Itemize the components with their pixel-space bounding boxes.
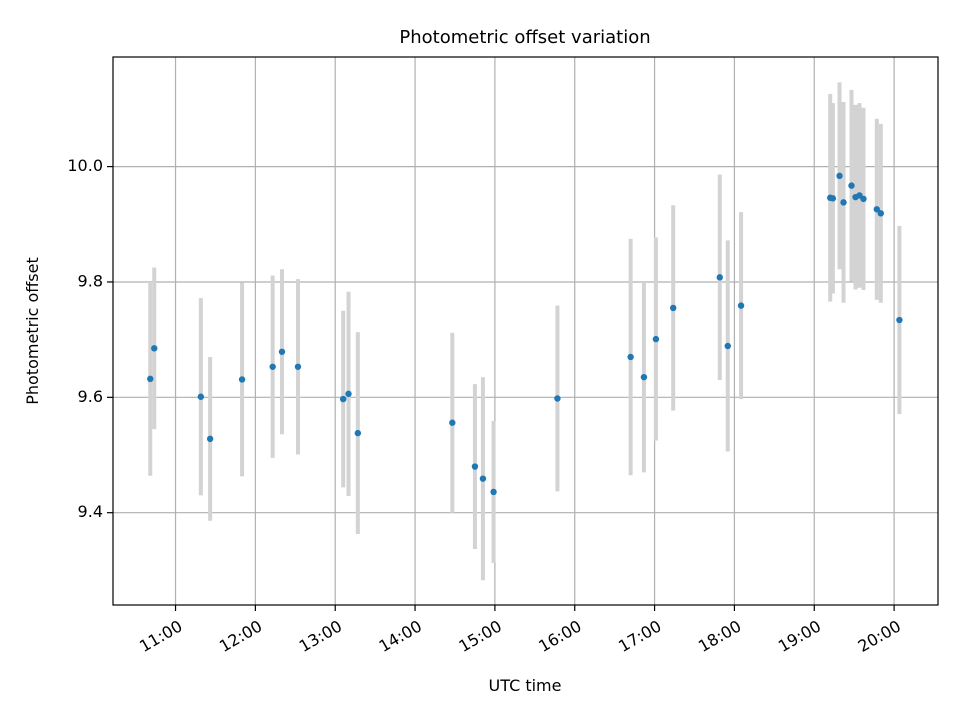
data-point — [716, 274, 723, 281]
x-axis-label: UTC time — [489, 676, 562, 695]
data-point — [829, 195, 837, 202]
y-tick-label: 9.6 — [78, 387, 103, 406]
data-point — [151, 345, 158, 352]
grid-lines — [113, 57, 938, 605]
data-point — [896, 316, 903, 324]
data-point — [724, 342, 731, 350]
data-point — [840, 199, 847, 206]
data-point — [238, 376, 246, 383]
data-point — [449, 419, 456, 426]
data-point — [554, 395, 561, 402]
data-point — [294, 363, 302, 370]
data-point — [340, 395, 347, 403]
data-point — [848, 182, 855, 189]
data-point — [877, 210, 884, 217]
y-tick-label: 9.8 — [78, 271, 103, 290]
data-point — [206, 435, 214, 443]
data-points — [147, 172, 903, 496]
data-point — [269, 363, 276, 370]
data-point — [345, 390, 352, 398]
data-point — [860, 195, 867, 203]
data-point — [278, 348, 286, 355]
data-point — [471, 463, 479, 470]
data-point — [354, 429, 362, 437]
data-point — [836, 172, 843, 180]
data-point — [670, 304, 677, 312]
data-point — [490, 488, 497, 496]
y-tick-label: 10.0 — [67, 156, 103, 175]
data-point — [147, 375, 154, 383]
data-point — [640, 373, 648, 381]
data-point — [197, 393, 205, 400]
chart-title: Photometric offset variation — [399, 27, 650, 48]
y-axis-label: Photometric offset — [23, 257, 42, 405]
y-axis-ticks: 9.4 9.6 9.8 10.0 — [67, 156, 113, 521]
data-point — [737, 302, 745, 309]
data-point — [479, 475, 487, 482]
plot-frame — [112, 56, 939, 606]
data-point — [652, 335, 660, 343]
data-point — [627, 353, 634, 361]
data-point — [873, 206, 880, 213]
y-tick-label: 9.4 — [78, 502, 103, 521]
